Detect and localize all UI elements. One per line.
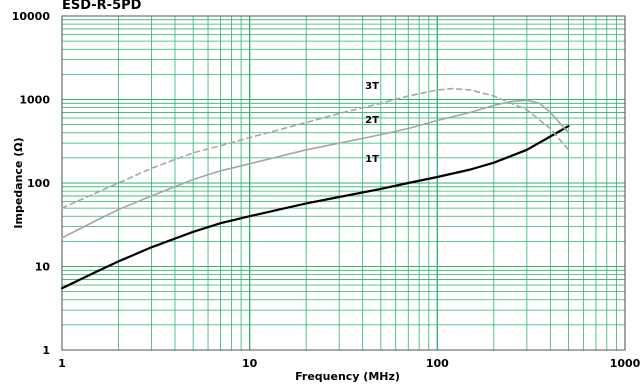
series-layer bbox=[60, 87, 570, 290]
series-label-2t: 2T bbox=[365, 115, 379, 126]
y-tick-label: 10 bbox=[35, 261, 51, 274]
x-axis-label: Frequency (MHz) bbox=[295, 370, 400, 383]
y-tick-label: 100 bbox=[27, 177, 50, 190]
y-tick-label: 1 bbox=[42, 344, 50, 357]
x-tick-label: 1000 bbox=[610, 357, 641, 370]
series-line-2t bbox=[61, 99, 570, 239]
x-tick-label: 10 bbox=[242, 357, 258, 370]
y-axis-label: Impedance (Ω) bbox=[12, 137, 25, 228]
y-tick-label: 10000 bbox=[12, 10, 51, 23]
chart-title: ESD-R-5PD bbox=[62, 0, 142, 13]
series-label-3t: 3T bbox=[365, 81, 379, 92]
series-line-3t bbox=[61, 87, 570, 209]
series-line-1t bbox=[60, 125, 570, 290]
y-tick-label: 1000 bbox=[19, 94, 50, 107]
ticks-layer: 1 10 100 1000 1 10 100 1000 10000 bbox=[12, 10, 641, 370]
x-tick-label: 100 bbox=[426, 357, 449, 370]
plot-frame bbox=[61, 15, 626, 351]
chart-grid bbox=[61, 15, 626, 351]
x-tick-label: 1 bbox=[58, 357, 66, 370]
series-labels-layer: 1T 2T 3T bbox=[365, 81, 379, 165]
series-label-1t: 1T bbox=[365, 154, 379, 165]
